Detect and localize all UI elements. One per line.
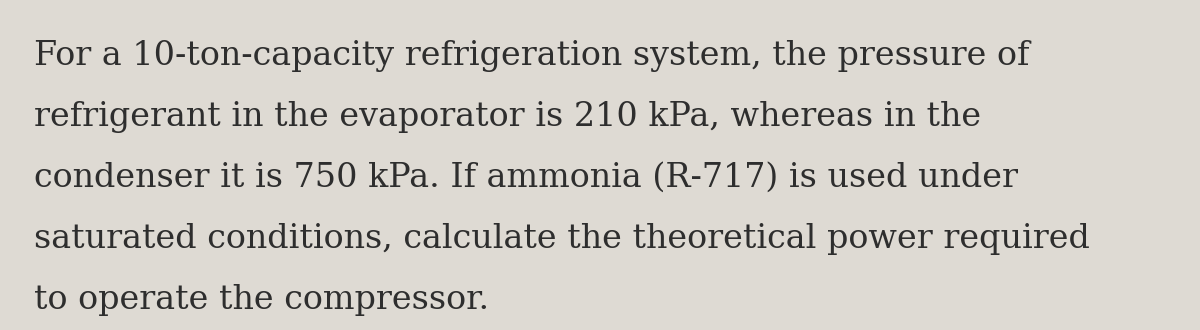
Text: condenser it is 750 kPa. If ammonia (R-717) is used under: condenser it is 750 kPa. If ammonia (R-7… [34,162,1018,194]
Text: to operate the compressor.: to operate the compressor. [34,284,488,316]
Text: refrigerant in the evaporator is 210 kPa, whereas in the: refrigerant in the evaporator is 210 kPa… [34,101,980,133]
Text: saturated conditions, calculate the theoretical power required: saturated conditions, calculate the theo… [34,223,1090,255]
Text: For a 10-ton-capacity refrigeration system, the pressure of: For a 10-ton-capacity refrigeration syst… [34,40,1028,72]
